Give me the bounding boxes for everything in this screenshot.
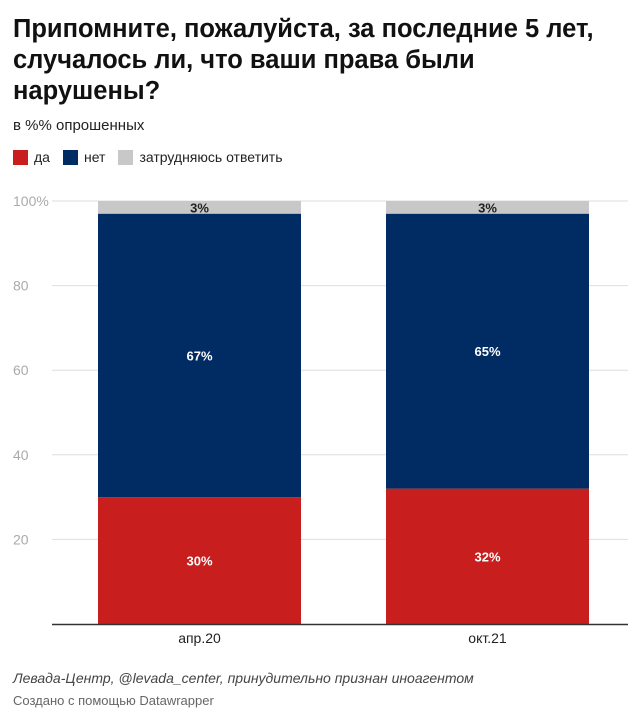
- data-label: 30%: [186, 554, 212, 569]
- x-tick-label: окт.21: [468, 630, 507, 646]
- legend-label-no: нет: [83, 149, 106, 165]
- legend-swatch-yes: [13, 149, 28, 165]
- bar-segment: [386, 213, 589, 489]
- legend-label-unsure: затрудняюсь ответить: [139, 149, 283, 165]
- bar-segment: [386, 201, 589, 214]
- y-tick-label: 20: [13, 531, 29, 547]
- label-layer: 30% 67% 3% апр.20 32% 65% 3% окт.21: [52, 200, 628, 646]
- bar-segment: [98, 213, 301, 498]
- data-label: 3%: [478, 200, 497, 215]
- y-tick-label: 80: [13, 278, 29, 294]
- y-tick-label: 100%: [13, 193, 49, 209]
- legend-label-yes: да: [34, 149, 50, 165]
- chart-subtitle: в %% опрошенных: [13, 117, 145, 134]
- legend-swatch-unsure: [118, 149, 134, 165]
- chart-title: Припомните, пожалуйста, за последние 5 л…: [13, 15, 594, 105]
- y-tick-label: 60: [13, 362, 29, 378]
- data-label: 65%: [474, 344, 500, 359]
- data-label: 3%: [190, 200, 209, 215]
- legend-item-unsure: затрудняюсь ответить: [118, 149, 283, 165]
- footer-made-with: Создано с помощью Datawrapper: [13, 693, 214, 708]
- legend-swatch-no: [62, 149, 78, 165]
- data-label: 67%: [186, 348, 212, 363]
- bar-layer: [98, 201, 589, 624]
- bar-segment: [98, 201, 301, 214]
- y-tick-label: 40: [13, 447, 29, 463]
- x-tick-label: апр.20: [178, 630, 221, 646]
- data-label: 32%: [474, 549, 500, 564]
- legend-item-no: нет: [62, 149, 106, 165]
- legend: да нет затрудняюсь ответить: [13, 149, 296, 165]
- legend-item-yes: да: [13, 149, 50, 165]
- footer-source: Левада-Центр, @levada_center, принудител…: [13, 670, 474, 686]
- bar-segment: [386, 488, 589, 624]
- bar-segment: [98, 497, 301, 624]
